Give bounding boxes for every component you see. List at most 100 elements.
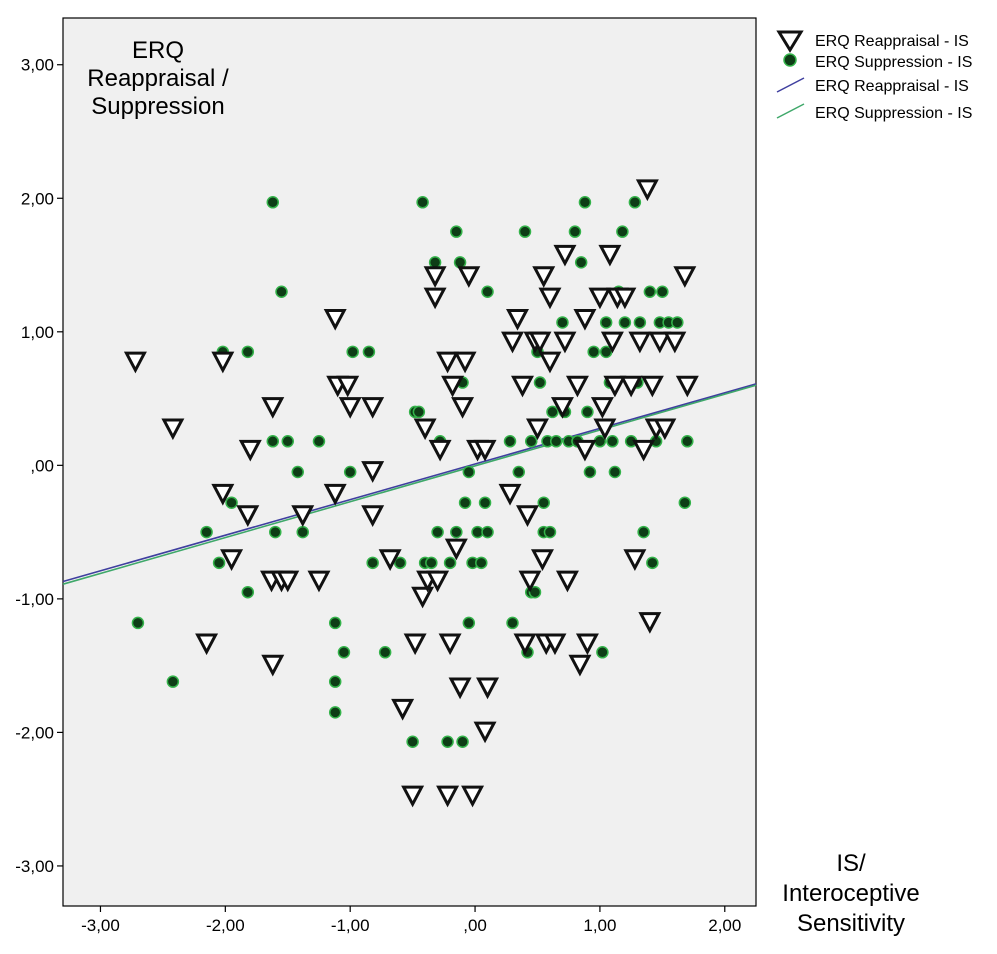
plot-background — [62, 17, 757, 907]
reappraisal-point — [476, 677, 500, 700]
y-axis-title-line-1: ERQ — [132, 37, 184, 64]
suppression-point — [568, 225, 582, 238]
suppression-point — [450, 225, 463, 238]
suppression-point — [596, 646, 609, 659]
suppression-point — [618, 316, 632, 329]
suppression-point — [362, 345, 376, 359]
suppression-point — [450, 525, 463, 539]
suppression-point — [269, 525, 282, 539]
suppression-point — [458, 496, 472, 509]
suppression-point — [616, 225, 629, 238]
reappraisal-point — [411, 586, 435, 609]
suppression-point — [587, 345, 600, 359]
reappraisal-point — [675, 375, 699, 398]
suppression-point — [281, 435, 295, 448]
reappraisal-point — [590, 397, 614, 419]
suppression-point — [462, 616, 476, 630]
suppression-point — [296, 525, 309, 539]
suppression-point — [503, 435, 517, 448]
reappraisal-point — [543, 633, 567, 656]
suppression-point — [328, 706, 342, 719]
suppression-point — [543, 525, 557, 539]
reappraisal-point — [473, 439, 497, 462]
reappraisal-point — [401, 785, 425, 808]
reappraisal-point — [638, 612, 662, 634]
legend-label-reappraisal-fit: ERQ Reappraisal - IS — [815, 78, 969, 95]
suppression-point — [478, 496, 492, 509]
reappraisal-point — [361, 397, 385, 419]
suppression-point — [200, 525, 213, 539]
suppression-point — [241, 345, 255, 359]
suppression-point — [512, 465, 526, 479]
reappraisal-point — [323, 308, 347, 331]
reappraisal-point — [593, 418, 617, 441]
reappraisal-point — [648, 331, 672, 354]
reappraisal-point — [525, 418, 549, 441]
suppression-point — [481, 525, 494, 539]
reappraisal-point — [600, 331, 624, 354]
reappraisal-point — [261, 654, 285, 677]
reappraisal-point — [323, 483, 347, 506]
reappraisal-point — [573, 439, 597, 462]
reappraisal-point — [663, 331, 687, 354]
reappraisal-point — [568, 654, 592, 677]
reappraisal-point — [513, 633, 537, 656]
suppression-point — [378, 646, 392, 659]
x-tick-label: -3,00 — [81, 916, 120, 935]
reappraisal-point — [511, 375, 534, 398]
reappraisal-point — [361, 505, 385, 527]
reappraisal-point — [498, 483, 522, 506]
reappraisal-point — [391, 698, 415, 721]
suppression-point — [275, 285, 288, 298]
reappraisal-point — [436, 785, 460, 808]
legend-item-suppression-points: ERQ Suppression - IS — [783, 53, 972, 71]
reappraisal-point — [506, 308, 529, 331]
suppression-point — [291, 465, 304, 479]
suppression-point — [225, 496, 238, 509]
suppression-point — [366, 556, 379, 570]
reappraisal-point — [211, 351, 235, 374]
reappraisal-point — [361, 461, 385, 483]
suppression-point — [506, 616, 519, 630]
reappraisal-point — [453, 351, 477, 374]
suppression-point — [518, 225, 532, 238]
reappraisal-point — [603, 375, 627, 398]
reappraisal-point — [338, 397, 362, 419]
suppression-point — [583, 465, 597, 479]
y-tick-label: -2,00 — [15, 723, 54, 742]
reappraisal-point — [261, 397, 285, 419]
reappraisal-point — [538, 287, 562, 310]
legend-item-suppression-fit: ERQ Suppression - IS — [776, 103, 972, 122]
reappraisal-point — [423, 287, 447, 310]
suppression-point — [266, 196, 280, 209]
y-tick-label: 1,00 — [21, 323, 54, 342]
reappraisal-point — [195, 633, 219, 656]
x-axis-title-line-1: IS/ — [836, 850, 866, 877]
reappraisal-point — [448, 677, 472, 700]
y-tick-label: 2,00 — [21, 189, 54, 208]
reappraisal-point — [532, 266, 556, 288]
x-axis-title-line-2: Interoceptive — [782, 880, 919, 907]
suppression-point — [443, 556, 457, 570]
suppression-point — [212, 556, 226, 570]
reappraisal-point — [236, 505, 260, 527]
reappraisal-point — [632, 439, 656, 462]
y-axis-title-line-2: Reappraisal / — [87, 65, 229, 92]
legend-triangle-marker — [776, 30, 804, 53]
reappraisal-point — [307, 570, 331, 593]
reappraisal-point — [518, 570, 542, 593]
reappraisal-point — [238, 439, 262, 462]
y-tick-label: ,00 — [30, 456, 54, 475]
reappraisal-point — [423, 266, 447, 288]
reappraisal-point — [413, 418, 437, 441]
suppression-point — [456, 735, 469, 749]
suppression-point — [393, 556, 407, 570]
suppression-point — [453, 256, 467, 269]
reappraisal-point — [428, 439, 452, 462]
legend-item-reappraisal-points: ERQ Reappraisal - IS — [776, 30, 969, 53]
legend-label-reappraisal-points: ERQ Reappraisal - IS — [815, 33, 969, 50]
suppression-point — [643, 285, 657, 298]
reappraisal-point — [619, 375, 643, 398]
suppression-point — [431, 525, 444, 539]
axes-layer: -3,00 -2,00 -1,00 ,00 1,00 2,00 3,00 -3,00 -2,00… — [15, 56, 741, 935]
